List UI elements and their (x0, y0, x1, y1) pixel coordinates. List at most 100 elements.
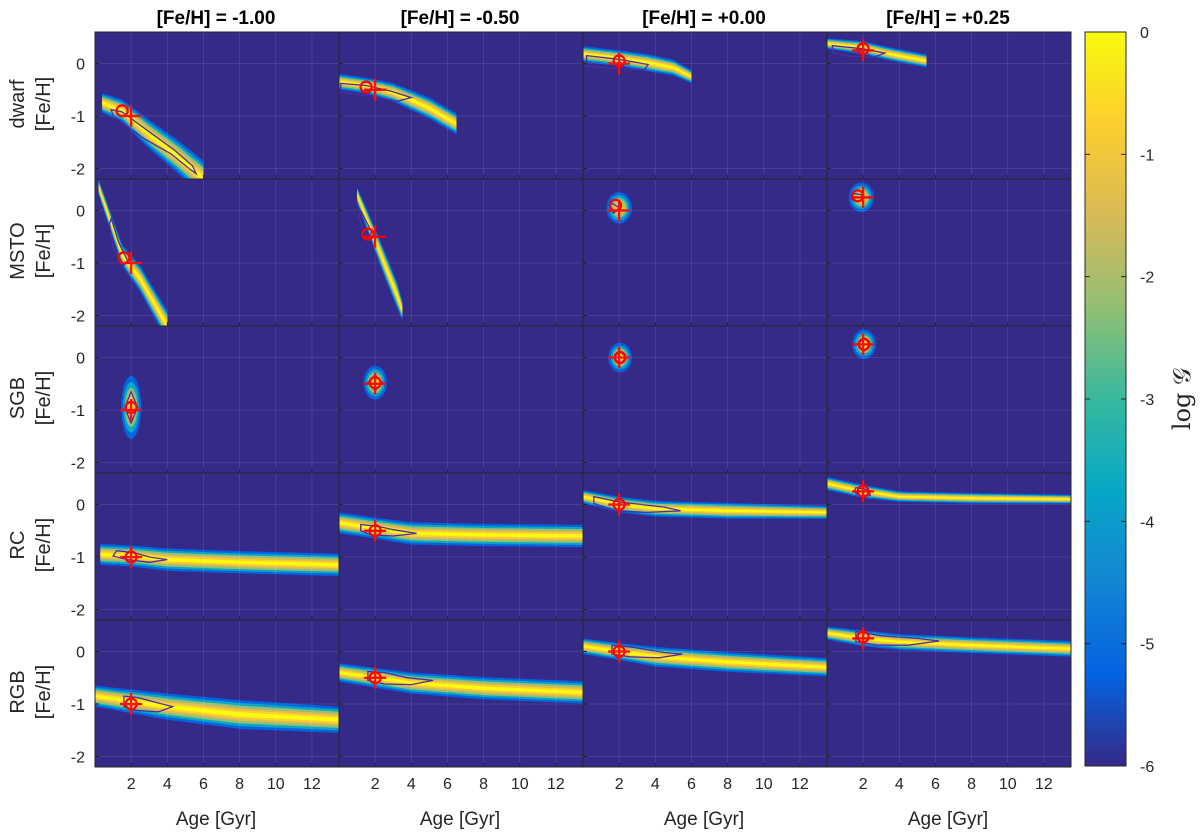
y-tick-label: -1 (71, 550, 85, 567)
row-label: MSTO (7, 222, 29, 279)
x-tick-label: 4 (163, 776, 172, 793)
peak-marker (359, 80, 373, 94)
colorbar-tick-label: 0 (1140, 25, 1149, 42)
peak-marker (856, 42, 870, 56)
panel: 2 4 6 8 10 12 (338, 619, 584, 793)
x-tick-label: 8 (967, 776, 976, 793)
peak-marker (613, 350, 627, 365)
peak-marker (612, 644, 626, 659)
panel: 0 -1 -2 (71, 31, 340, 180)
panel-background (95, 32, 339, 179)
colorbar: 0 -1 -2 -3 -4 -5 -6 log 𝒢 (1084, 25, 1196, 776)
heatmap-layer (339, 663, 583, 704)
x-axis-labels: Age [Gyr] Age [Gyr] Age [Gyr] Age [Gyr] (176, 809, 988, 830)
density-band (583, 495, 827, 514)
contour-line (593, 495, 681, 514)
panel-grid: 0 -1 -2 0 -1 -2 0 -1 -2 0 -1 -2 0 -1 -2 2 4 6 8 10 12 2 4 6 8 10 1… (71, 31, 1072, 793)
peak-marker (612, 54, 626, 68)
column-title: [Fe/H] = +0.25 (886, 8, 1010, 29)
panel-background (95, 179, 339, 326)
panel (826, 178, 1072, 327)
row-label: RC (7, 531, 29, 560)
peak-marker (368, 671, 382, 685)
heatmap-layer (827, 626, 1071, 657)
y-tick-label: -1 (71, 697, 85, 714)
panel: 0 -1 -2 (71, 472, 340, 621)
panel (826, 325, 1072, 474)
y-tick-label: -1 (71, 403, 85, 420)
heatmap-layer (848, 182, 875, 213)
peak-marker (856, 630, 870, 644)
heatmap-layer (606, 192, 632, 224)
contour-line (124, 389, 139, 425)
y-tick-label: -2 (71, 456, 85, 473)
density-band (98, 185, 168, 326)
panel (582, 31, 828, 180)
peak-marker (361, 227, 375, 241)
colorbar-tick-label: -5 (1140, 637, 1154, 654)
heatmap-layer (100, 543, 339, 576)
panel (338, 472, 584, 621)
peak-marker (368, 376, 382, 390)
heatmap-layer (583, 490, 827, 519)
peak-marker (857, 337, 871, 351)
heatmap-layer (339, 74, 457, 135)
y-axis-label: [Fe/H] (33, 224, 55, 278)
heatmap-layer (357, 186, 403, 321)
row-label: dwarf (7, 79, 29, 128)
x-tick-label: 12 (547, 776, 565, 793)
x-tick-label: 10 (267, 776, 285, 793)
x-tick-label: 8 (235, 776, 244, 793)
y-tick-label: 0 (76, 351, 85, 368)
panel (338, 31, 584, 180)
density-band (583, 52, 692, 78)
contour-line (112, 550, 168, 563)
x-tick-label: 10 (999, 776, 1017, 793)
y-axis-labels: [Fe/H] [Fe/H] [Fe/H] [Fe/H] [Fe/H] (33, 77, 55, 719)
y-tick-label: 0 (76, 204, 85, 221)
contour-line (360, 523, 417, 537)
x-tick-label: 2 (615, 776, 624, 793)
y-axis-label: [Fe/H] (33, 371, 55, 425)
column-title: [Fe/H] = -1.00 (157, 8, 276, 29)
heatmap-layer (95, 685, 339, 733)
heatmap-layer (583, 46, 692, 84)
contour-line (340, 82, 414, 102)
heatmap-layer (827, 476, 1071, 504)
peak-marker (124, 697, 138, 711)
x-axis-label: Age [Gyr] (664, 809, 744, 830)
density-band (339, 521, 583, 538)
density-band (583, 494, 827, 515)
panel (582, 325, 828, 474)
heatmap-layer (827, 38, 927, 68)
panel (826, 472, 1072, 621)
x-tick-label: 8 (723, 776, 732, 793)
panel: 0 -1 -2 (71, 325, 340, 474)
y-tick-label: 0 (76, 645, 85, 662)
heatmap-layer (339, 512, 583, 548)
x-tick-label: 12 (1035, 776, 1053, 793)
x-axis-label: Age [Gyr] (420, 809, 500, 830)
x-tick-label: 6 (931, 776, 940, 793)
density-band (339, 671, 583, 695)
x-axis-label: Age [Gyr] (908, 809, 988, 830)
contour-line (855, 630, 940, 646)
peak-marker (612, 497, 626, 512)
y-axis-label: [Fe/H] (33, 77, 55, 131)
peak-marker (115, 104, 129, 118)
peak-marker (124, 550, 138, 564)
x-tick-label: 12 (791, 776, 809, 793)
row-labels: dwarf MSTO SGB RC RGB (7, 79, 29, 714)
heatmap-layer (98, 179, 168, 326)
heatmap-layer (363, 365, 387, 400)
panel: 0 -1 -2 (71, 178, 340, 327)
y-axis-label: [Fe/H] (33, 665, 55, 719)
x-axis-label: Age [Gyr] (176, 809, 256, 830)
x-tick-label: 6 (199, 776, 208, 793)
density-band (100, 552, 339, 567)
y-tick-label: -2 (71, 162, 85, 179)
column-title: [Fe/H] = -0.50 (401, 8, 520, 29)
column-titles: [Fe/H] = -1.00 [Fe/H] = -0.50 [Fe/H] = +… (157, 8, 1011, 29)
x-tick-label: 6 (687, 776, 696, 793)
